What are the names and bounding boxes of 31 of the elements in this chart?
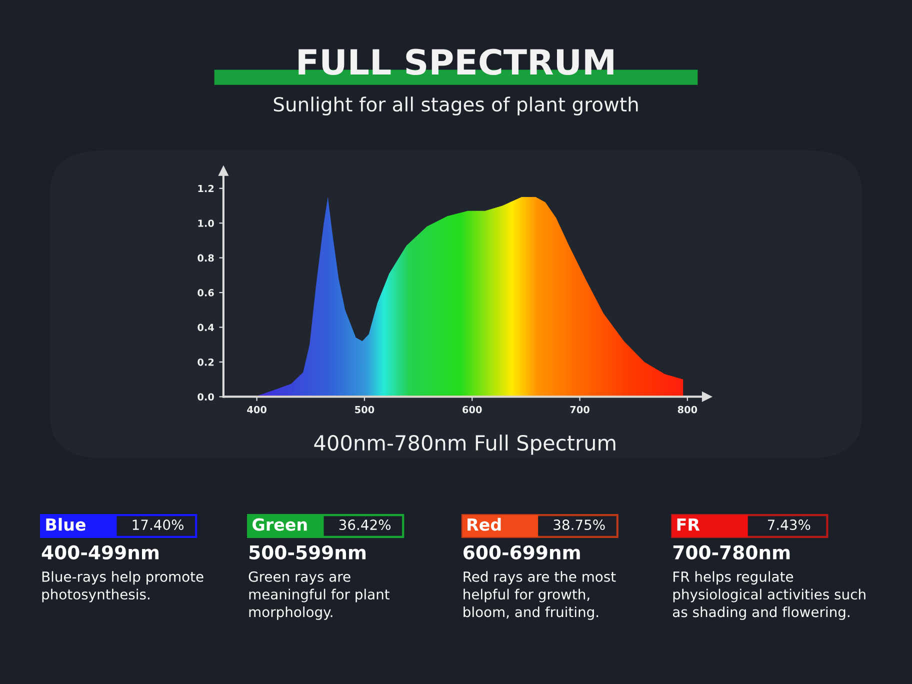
- y-tick-label: 1.0: [198, 220, 214, 227]
- x-tick-label: 500: [355, 406, 374, 414]
- y-tick-label: 0.0: [198, 393, 214, 401]
- text: 36.42%: [339, 520, 391, 530]
- text: 7.43%: [768, 520, 810, 530]
- x-tick-label: 400: [247, 406, 266, 414]
- text: Blue-rays help promote photosynthesis.: [42, 571, 204, 602]
- x-tick-label: 700: [570, 406, 590, 414]
- y-tick-label: 0.2: [198, 358, 214, 366]
- y-tick-label: 0.6: [198, 289, 214, 296]
- x-tick-label: 600: [462, 406, 482, 414]
- text: 38.75%: [554, 520, 605, 530]
- text: 400-499nm: [42, 545, 159, 560]
- text: FR helps regulate physiological activities such as shading and flowering.: [672, 571, 866, 620]
- x-axis-title: 400nm-780nm Full Spectrum: [314, 434, 616, 455]
- chart-title: FULL SPECTRUM: [298, 48, 614, 76]
- text: Blue: [46, 518, 86, 531]
- text: FR: [677, 518, 700, 531]
- text: 500-599nm: [250, 545, 366, 560]
- text: Green: [252, 518, 307, 531]
- text: Red: [468, 518, 501, 531]
- text: 600-699nm: [464, 545, 580, 560]
- text: Red rays are the most helpful for growth, bloom, and fruiting.: [464, 571, 616, 620]
- y-tick-label: 1.2: [198, 184, 214, 192]
- text: Green rays are meaningful for plant morphology.: [248, 571, 390, 620]
- text: 17.40%: [132, 520, 184, 530]
- y-tick-label: 0.8: [198, 254, 214, 262]
- x-tick-label: 800: [678, 406, 698, 414]
- y-tick-label: 0.4: [198, 324, 214, 332]
- chart-subtitle: Sunlight for all stages of plant growth: [274, 96, 638, 116]
- text: 700-780nm: [673, 545, 790, 560]
